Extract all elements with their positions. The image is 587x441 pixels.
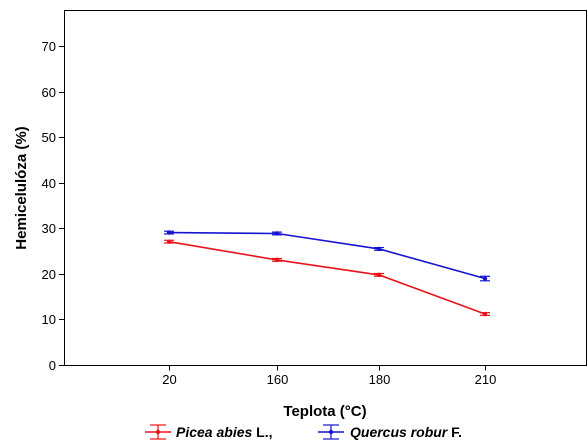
series-line: [168, 231, 486, 280]
series-line: [168, 240, 486, 315]
data-point: [166, 230, 172, 235]
series-layer: [164, 230, 490, 317]
data-point: [166, 239, 172, 244]
legend-swatch-point: [155, 429, 161, 435]
data-point: [274, 231, 280, 236]
legend: Picea abies L., Quercus robur F.: [145, 424, 462, 440]
x-axis-title: Teplota (°C): [283, 403, 366, 420]
y-tick-label: 20: [42, 267, 56, 282]
legend-label-author: L.,: [252, 424, 272, 440]
x-tick-label: 20: [162, 372, 176, 387]
y-tick-label: 0: [49, 358, 56, 373]
legend-label-species: Picea abies: [176, 424, 252, 440]
series-quercus-robur: [164, 230, 490, 282]
legend-label: Picea abies L.,: [176, 424, 273, 440]
legend-label: Quercus robur F.: [350, 424, 462, 440]
y-tick-label: 50: [42, 130, 56, 145]
y-axis: 0 10 20 30 40 50 60 70: [42, 39, 65, 373]
legend-item: Picea abies L.,: [145, 424, 273, 440]
y-tick-label: 30: [42, 221, 56, 236]
y-tick-label: 60: [42, 85, 56, 100]
legend-swatch-point: [328, 429, 334, 435]
x-tick-label: 210: [475, 372, 497, 387]
y-tick-label: 40: [42, 176, 56, 191]
x-axis: 20 160 180 210: [162, 365, 497, 387]
legend-label-author: F.: [447, 424, 462, 440]
legend-item: Quercus robur F.: [318, 424, 462, 440]
data-point: [482, 276, 488, 281]
y-tick-label: 70: [42, 39, 56, 54]
x-tick-label: 160: [267, 372, 289, 387]
data-point: [376, 272, 382, 278]
data-point: [482, 311, 488, 317]
data-point: [274, 257, 280, 263]
plot-area: [64, 10, 587, 366]
series-picea-abies: [164, 239, 490, 317]
y-axis-title: Hemicelulóza (%): [13, 126, 30, 249]
x-tick-label: 180: [369, 372, 391, 387]
y-tick-label: 10: [42, 312, 56, 327]
data-point: [376, 246, 382, 252]
legend-label-species: Quercus robur: [350, 424, 449, 440]
